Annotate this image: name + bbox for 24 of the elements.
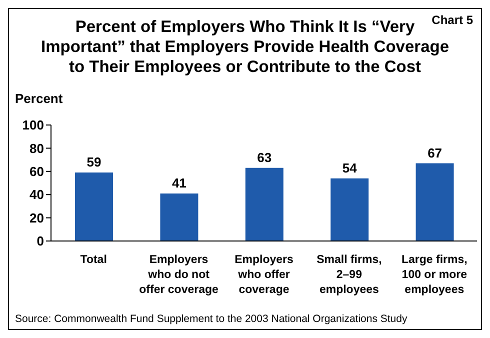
data-label: 63: [257, 150, 272, 165]
y-tick-label: 60: [30, 164, 44, 180]
bar: [75, 172, 113, 241]
y-tick-label: 20: [30, 210, 44, 226]
x-tick-label: Small firms, 2–99 employees: [316, 254, 382, 296]
source-note: Source: Commonwealth Fund Supplement to the 2003 National Organizations Study: [15, 313, 408, 325]
x-tick-label: Employers who do not offer coverage: [139, 254, 218, 296]
y-tick-label: 100: [22, 118, 44, 133]
data-label: 41: [172, 175, 186, 190]
data-label: 67: [428, 145, 442, 160]
bar: [160, 193, 198, 241]
y-tick-label: 40: [30, 187, 44, 202]
bar: [330, 178, 369, 241]
chart-subtitle: Chart 5: [432, 13, 473, 27]
data-label: 54: [342, 160, 358, 176]
x-tick-label: Employers who offer coverage: [234, 254, 294, 296]
x-tick-label: Large firms, 100 or more employees: [401, 254, 468, 296]
y-tick-label: 0: [36, 234, 44, 249]
y-axis-title: Percent: [15, 91, 63, 106]
bar: [416, 163, 454, 241]
x-tick-label: Total: [80, 254, 107, 266]
data-label: 59: [86, 154, 102, 170]
y-tick-label: 80: [30, 140, 44, 156]
bar: [245, 168, 284, 241]
